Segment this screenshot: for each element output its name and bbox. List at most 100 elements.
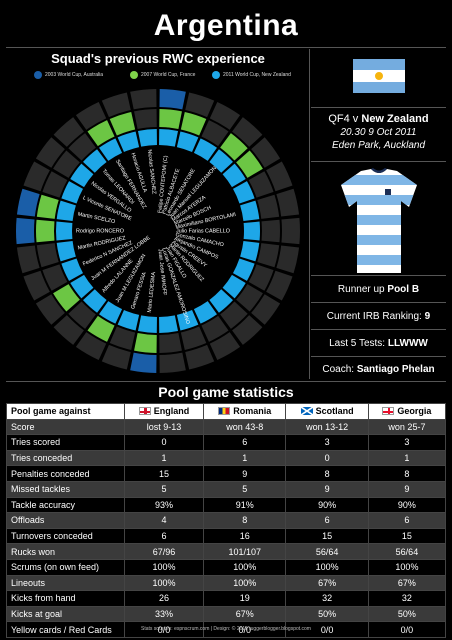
fixture-datetime: 20.30 9 Oct 2011 [340,127,417,138]
legend-label-2011: 2011 World Cup, New Zealand [223,72,291,78]
table-row: Offloads 4 8 6 6 [6,512,447,529]
team-name: Georgia [397,406,432,417]
row-label: Rucks won [6,543,125,560]
last-five-tests: Last 5 Tests: LLWWW [311,338,446,349]
segment-rwc2007 [180,111,207,136]
stat-cell: 100% [123,574,205,592]
table-row: Tries scored 0 6 3 3 [6,434,447,451]
scotland-flag-icon [300,407,313,416]
stat-cell: 93% [123,496,205,514]
stat-cell: 9 [367,480,447,498]
segment-rwc2007 [68,301,96,329]
stat-cell: 56/64 [367,543,447,560]
column-header-scotland: Scotland [285,403,369,420]
segment-rwc2003 [130,89,157,110]
segment-rwc2007 [53,150,80,178]
pool-finish: Runner up Pool B [311,284,446,295]
segment-rwc2003 [15,217,35,245]
divider [311,107,446,108]
segment-rwc2011 [232,181,255,204]
segment-rwc2003 [281,217,300,245]
segment-rwc2011 [137,315,157,333]
stat-cell: 19 [203,590,287,607]
segment-rwc2003 [276,188,300,217]
segment-rwc2003 [159,89,186,110]
segment-rwc2007 [36,243,59,268]
segment-rwc2011 [83,149,107,173]
segment-rwc2007 [53,284,80,312]
segment-rwc2007 [35,219,55,243]
segment-rwc2011 [209,289,233,313]
legend-item-2011: 2011 World Cup, New Zealand [212,71,291,79]
divider [311,275,446,276]
player-name: Juan Jose IMHOFF [156,249,167,297]
pool-label: Runner up [337,284,388,295]
stat-cell: 90% [367,496,447,514]
segment-rwc2003 [75,332,107,361]
segment-rwc2003 [251,294,281,325]
segment-rwc2003 [23,270,50,301]
stat-cell: 1 [123,449,205,467]
legend-label-2003: 2003 World Cup, Australia [45,72,103,78]
player-name: Martin SCELZO [77,211,115,225]
table-row: Score lost 9-13 won 43-8 won 13-12 won 25-7 [6,418,447,436]
stat-cell: 15 [285,527,369,545]
fixture-info: QF4 v New Zealand 20.30 9 Oct 2011 Eden … [311,113,446,152]
stat-cell: 56/64 [285,543,369,560]
coach-label: Coach: [322,364,357,375]
segment-rwc2007 [134,109,157,130]
table-row: Rucks won 67/96 101/107 56/64 56/64 [6,543,447,560]
stats-body: Score lost 9-13 won 43-8 won 13-12 won 25-7 T… [6,418,447,638]
segment-rwc2003 [35,294,65,325]
row-label: Scrums (on own feed) [6,558,125,576]
divider [6,381,446,382]
stat-cell: 100% [203,558,287,576]
segment-rwc2007 [159,109,182,130]
segment-rwc2011 [56,241,76,262]
segment-rwc2011 [240,200,260,221]
segment-rwc2003 [232,315,263,345]
segment-rwc2007 [220,301,248,329]
coach-value: Santiago Phelan [356,364,435,375]
table-row: Yellow cards / Red Cards 0/0 0/0 0/0 0/0 [6,621,447,638]
segment-rwc2007 [236,150,263,178]
stat-cell: 33% [123,605,205,623]
segment-rwc2011 [193,301,217,324]
segment-rwc2007 [248,264,274,291]
segment-rwc2007 [201,315,229,342]
header: Argentina [0,6,452,46]
segment-rwc2011 [70,274,94,299]
fixture-venue: Eden Park, Auckland [331,140,426,151]
stat-cell: 15 [367,527,447,545]
table-row: Kicks from hand 26 19 32 32 [6,590,447,607]
stat-cell: 67% [367,574,447,592]
fixture-prefix: QF4 v [328,113,362,125]
segment-rwc2007 [248,171,274,198]
row-label: Offloads [6,512,125,529]
experience-title: Squad's previous RWC experience [51,51,265,66]
segment-rwc2011 [56,221,73,241]
table-row: Penalties conceded 15 9 8 8 [6,465,447,482]
stat-cell: 67% [285,574,369,592]
row-label: Missed tackles [6,480,125,498]
row-label: Tackle accuracy [6,496,125,514]
experience-radial-chart: Felipe CONTEPOMI (C)Patricio ALBACETELeo… [15,89,300,373]
segment-rwc2007 [42,264,68,291]
stat-cell: 0 [285,449,369,467]
stat-cell: 6 [123,527,205,545]
stat-cell: 0/0 [367,621,447,638]
segment-rwc2003 [185,344,215,370]
stat-cell: 26 [123,590,205,607]
segment-rwc2011 [243,221,260,241]
argentina-flag-icon [353,59,405,93]
player-name: Rodrigo RONCERO [76,228,124,234]
segment-rwc2011 [232,258,255,281]
stat-cell: 0/0 [285,621,369,638]
divider [311,302,446,303]
legend-label-2007: 2007 World Cup, France [141,72,196,78]
segment-rwc2011 [159,315,179,333]
table-row: Tackle accuracy 93% 91% 90% 90% [6,496,447,514]
segment-rwc2003 [16,245,40,274]
segment-rwc2007 [159,332,182,353]
stat-cell: 50% [367,605,447,623]
